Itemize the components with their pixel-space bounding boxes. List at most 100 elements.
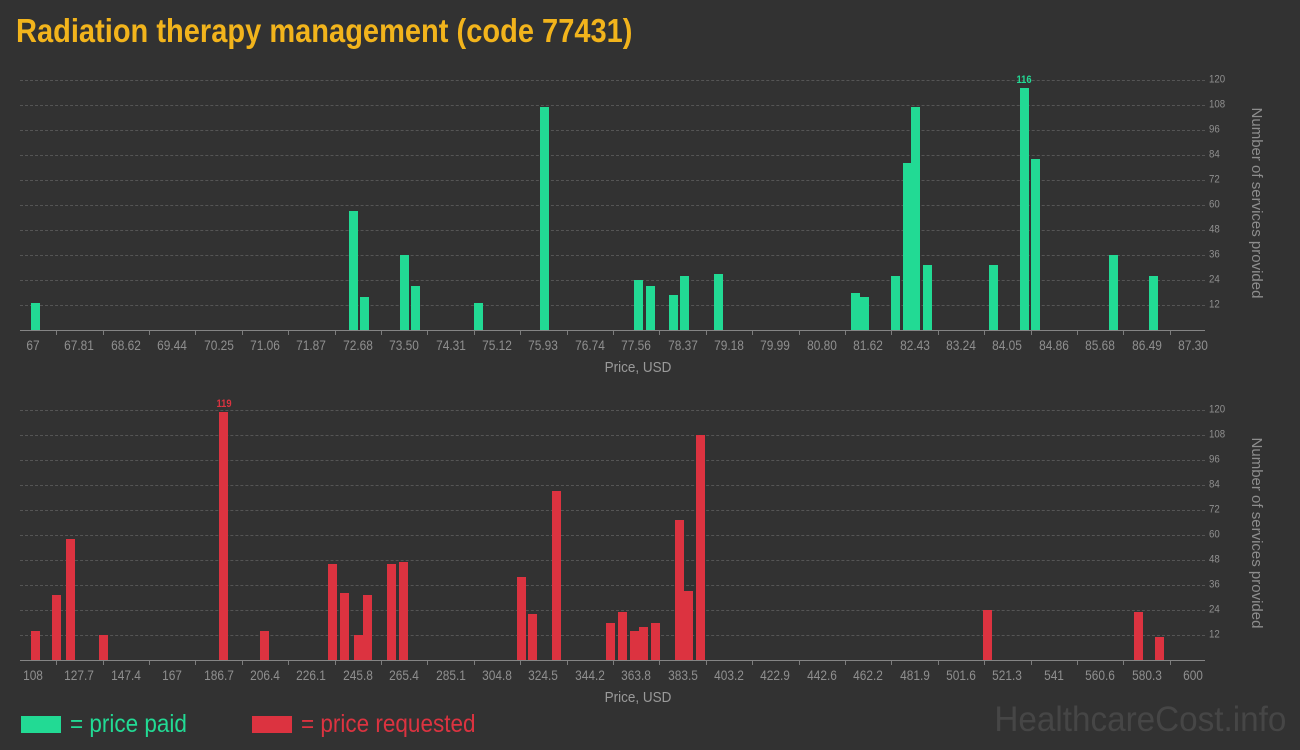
bar-paid[interactable] <box>668 294 678 330</box>
bar-paid[interactable] <box>714 273 724 330</box>
bar-paid[interactable] <box>359 296 369 330</box>
bar-requested[interactable] <box>219 412 229 660</box>
x-tick-label: 186.7 <box>203 667 234 683</box>
x-axis-tick <box>659 331 661 335</box>
x-tick-label: 541 <box>1043 667 1064 683</box>
x-tick-label: 77.56 <box>621 337 652 353</box>
bar-paid[interactable] <box>1148 275 1158 330</box>
y-tick-label: 36 <box>1209 578 1220 591</box>
bar-paid[interactable] <box>411 286 421 330</box>
bar-paid[interactable] <box>902 163 912 330</box>
bar-paid[interactable] <box>679 275 689 330</box>
x-tick-label: 81.62 <box>853 337 884 353</box>
bar-requested[interactable] <box>327 564 337 660</box>
bar-paid[interactable] <box>634 280 644 330</box>
y-tick-label: 24 <box>1209 273 1220 286</box>
gridline <box>20 280 1205 281</box>
bar-requested[interactable] <box>259 630 269 660</box>
bar-requested[interactable] <box>398 562 408 660</box>
bar-paid[interactable] <box>1108 255 1118 330</box>
bar-paid[interactable] <box>474 302 484 330</box>
x-tick-label: 127.7 <box>64 667 95 683</box>
x-tick-label: 83.24 <box>946 337 976 353</box>
price-requested-swatch <box>252 716 292 733</box>
bar-requested[interactable] <box>650 622 660 660</box>
x-axis-tick <box>891 331 893 335</box>
bar-paid[interactable] <box>922 265 932 330</box>
bar-requested[interactable] <box>30 630 40 660</box>
x-axis-tick <box>473 331 475 335</box>
x-tick-label: 74.31 <box>435 337 466 353</box>
bar-requested[interactable] <box>639 626 649 660</box>
bar-requested[interactable] <box>528 614 538 660</box>
x-tick-label: 600 <box>1183 667 1203 683</box>
bar-paid[interactable] <box>891 275 901 330</box>
bar-requested[interactable] <box>66 539 76 660</box>
y-tick-label: 12 <box>1209 298 1220 311</box>
gridline <box>20 205 1205 206</box>
bar-paid[interactable] <box>399 255 409 330</box>
y-tick-label: 84 <box>1209 148 1220 161</box>
price-paid-swatch <box>21 716 61 733</box>
y-tick-label: 120 <box>1209 73 1226 86</box>
bar-paid[interactable] <box>539 107 549 330</box>
bar-paid[interactable] <box>988 265 998 330</box>
bar-requested[interactable] <box>674 520 684 660</box>
x-axis-title: Price, USD <box>604 359 671 376</box>
gridline <box>20 585 1205 586</box>
y-tick-label: 24 <box>1209 603 1220 616</box>
y-tick-label: 48 <box>1209 223 1220 236</box>
x-tick-label: 85.68 <box>1085 337 1116 353</box>
bar-paid[interactable] <box>1031 159 1041 330</box>
bar-requested[interactable] <box>363 595 373 660</box>
x-tick-label: 363.8 <box>621 667 652 683</box>
bar-paid[interactable] <box>911 107 921 330</box>
bar-requested[interactable] <box>516 576 526 660</box>
x-axis-tick <box>752 661 754 665</box>
bar-paid[interactable] <box>645 286 655 330</box>
x-tick-label: 67.81 <box>64 337 95 353</box>
page-title: Radiation therapy management (code 77431… <box>16 12 633 49</box>
gridline <box>20 435 1205 436</box>
y-axis-title: Number of services provided <box>1248 437 1265 629</box>
x-tick-label: 324.5 <box>528 667 559 683</box>
x-axis-tick <box>1077 661 1078 665</box>
bar-requested[interactable] <box>52 595 62 660</box>
x-tick-label: 167 <box>162 667 183 683</box>
gridline <box>20 155 1205 156</box>
x-tick-label: 71.06 <box>250 337 280 353</box>
bar-paid[interactable] <box>859 296 869 330</box>
bar-requested[interactable] <box>617 612 627 660</box>
bar-requested[interactable] <box>353 635 363 660</box>
bar-paid[interactable] <box>1019 88 1029 330</box>
x-tick-label: 84.86 <box>1038 337 1069 353</box>
gridline <box>20 255 1205 256</box>
bar-paid[interactable] <box>348 211 358 330</box>
bar-requested[interactable] <box>1155 637 1165 660</box>
x-tick-label: 501.6 <box>946 667 976 683</box>
x-axis-tick <box>1077 331 1078 335</box>
bar-requested[interactable] <box>551 491 561 660</box>
y-axis-title: Number of services provided <box>1248 107 1265 299</box>
x-tick-label: 481.9 <box>899 667 930 683</box>
bar-requested[interactable] <box>339 593 349 660</box>
bar-requested[interactable] <box>983 610 993 660</box>
gridline <box>20 410 1205 411</box>
x-axis-tick <box>566 331 568 335</box>
x-tick-label: 403.2 <box>714 667 744 683</box>
x-axis-tick <box>705 661 707 665</box>
bar-requested[interactable] <box>99 635 109 660</box>
x-axis-tick <box>334 661 336 665</box>
bar-requested[interactable] <box>683 591 693 660</box>
x-axis-tick <box>288 661 290 665</box>
x-tick-label: 108 <box>23 667 43 683</box>
x-tick-label: 226.1 <box>296 667 327 683</box>
bar-requested[interactable] <box>386 564 396 660</box>
bar-requested[interactable] <box>606 622 616 660</box>
bar-paid[interactable] <box>31 302 41 330</box>
watermark: HealthcareCost.info <box>993 700 1286 739</box>
bar-paid[interactable] <box>851 292 861 330</box>
bar-requested[interactable] <box>1134 612 1144 660</box>
bar-requested[interactable] <box>695 435 705 660</box>
bar-requested[interactable] <box>629 630 639 660</box>
